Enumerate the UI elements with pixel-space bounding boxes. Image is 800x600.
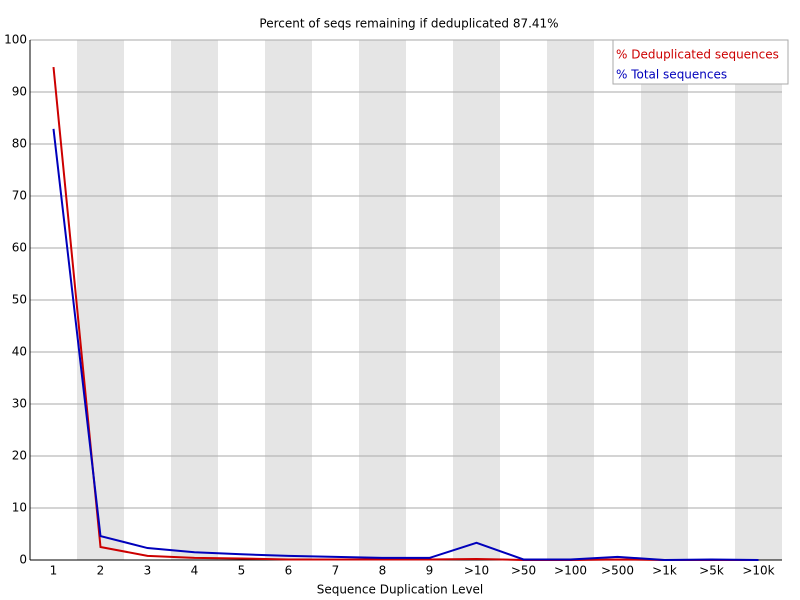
y-tick-label: 10	[12, 501, 27, 515]
legend-entry: % Deduplicated sequences	[616, 48, 779, 62]
x-tick-label: >500	[601, 564, 634, 578]
x-tick-label: 4	[191, 564, 199, 578]
x-tick-label: >10k	[742, 564, 774, 578]
legend-entry: % Total sequences	[616, 68, 727, 82]
x-tick-label: >1k	[652, 564, 677, 578]
x-tick-label: >10	[464, 564, 489, 578]
x-tick-label: 3	[144, 564, 152, 578]
data-line	[52, 66, 759, 561]
x-tick-label: 1	[50, 564, 58, 578]
x-tick-label: >50	[511, 564, 536, 578]
x-tick-label: 7	[332, 564, 340, 578]
y-tick-label: 20	[12, 449, 27, 463]
y-tick-label: 50	[12, 293, 27, 307]
y-tick-label: 30	[12, 397, 27, 411]
y-tick-label: 40	[12, 345, 27, 359]
data-line	[52, 128, 759, 562]
y-tick-label: 90	[12, 85, 27, 99]
y-tick-label: 70	[12, 189, 27, 203]
x-tick-label: 2	[97, 564, 105, 578]
chart-title: Percent of seqs remaining if deduplicate…	[259, 17, 558, 31]
y-tick-label: 80	[12, 137, 27, 151]
legend-box	[612, 39, 789, 85]
x-tick-label: >100	[554, 564, 587, 578]
x-tick-label: 6	[285, 564, 293, 578]
x-tick-label: >5k	[699, 564, 724, 578]
x-tick-label: 8	[379, 564, 387, 578]
x-tick-label: 5	[238, 564, 246, 578]
y-tick-label: 0	[19, 553, 27, 567]
x-axis-label: Sequence Duplication Level	[317, 583, 484, 597]
y-tick-label: 100	[4, 33, 27, 47]
x-tick-label: 9	[426, 564, 434, 578]
y-tick-label: 60	[12, 241, 27, 255]
